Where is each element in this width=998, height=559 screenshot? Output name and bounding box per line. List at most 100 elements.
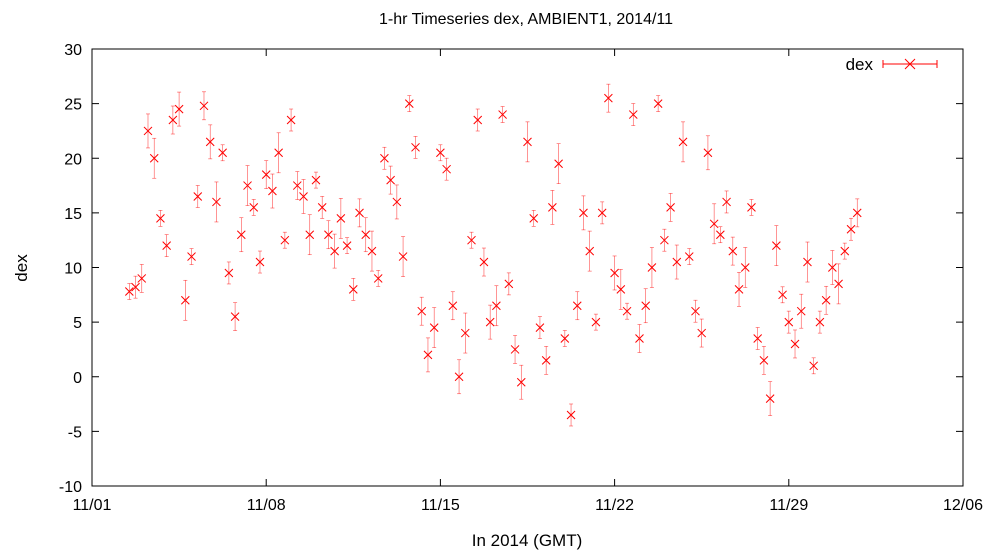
data-point (504, 272, 514, 296)
x-axis: 11/01 11/08 11/15 11/22 11/29 12/06 (73, 49, 983, 514)
x-tick-label: 11/29 (769, 497, 808, 514)
data-point (193, 185, 203, 208)
data-point (560, 330, 570, 347)
data-point (772, 225, 781, 266)
data-point (305, 214, 315, 256)
data-point (784, 310, 794, 334)
data-point (703, 135, 713, 171)
data-point (255, 250, 265, 274)
data-point (529, 210, 539, 227)
data-point (162, 234, 172, 257)
data-point (336, 198, 346, 239)
data-point (541, 346, 551, 375)
data-point (765, 381, 775, 416)
data-point (628, 103, 638, 126)
x-tick-label: 11/22 (595, 497, 634, 514)
data-point (759, 346, 769, 375)
data-point (734, 272, 744, 307)
data-point (498, 106, 507, 123)
data-point (280, 231, 290, 249)
y-tick-label: 30 (64, 42, 82, 59)
data-point (454, 359, 464, 395)
data-point (417, 296, 427, 326)
data-point (635, 324, 644, 353)
data-point (236, 217, 246, 253)
data-point (361, 217, 371, 253)
data-point (827, 250, 837, 285)
data-point (286, 108, 296, 132)
data-point (243, 165, 252, 206)
series-dex (124, 83, 862, 427)
data-point (740, 247, 750, 288)
data-point (678, 121, 688, 163)
y-tick-label: -10 (59, 479, 82, 496)
data-point (205, 124, 215, 160)
y-tick-label: 20 (64, 151, 82, 168)
data-point (274, 132, 283, 174)
data-point (429, 307, 439, 348)
x-axis-title: In 2014 (GMT) (472, 531, 583, 550)
data-point (660, 228, 669, 252)
y-axis-title: dex (12, 254, 31, 282)
y-tick-label: 0 (73, 370, 82, 387)
x-tick-label: 11/08 (247, 497, 286, 514)
data-point (156, 210, 165, 227)
data-point (367, 230, 377, 272)
data-point (317, 196, 327, 219)
data-point (392, 184, 402, 220)
data-point (137, 264, 147, 293)
data-point (653, 95, 663, 112)
data-point (348, 278, 358, 301)
data-point (796, 293, 806, 329)
data-point (778, 286, 787, 304)
data-point (143, 113, 153, 149)
data-point (803, 241, 812, 283)
data-point (554, 143, 563, 185)
legend-marker-dex (882, 58, 938, 70)
data-point (492, 285, 501, 327)
y-axis: -10 -5 0 5 10 15 20 25 30 (59, 42, 963, 496)
x-tick-label: 11/15 (421, 497, 460, 514)
data-point (616, 269, 626, 310)
data-point (423, 337, 433, 373)
data-point (572, 291, 582, 321)
data-point (180, 279, 190, 321)
data-point (404, 95, 414, 112)
data-point (261, 160, 271, 189)
data-point (311, 171, 321, 189)
data-point (815, 310, 825, 334)
x-tick-label: 12/06 (943, 497, 983, 514)
data-point (790, 329, 800, 359)
data-point (467, 231, 476, 249)
data-point (684, 248, 694, 265)
data-point (199, 91, 209, 121)
data-point (747, 199, 756, 216)
data-point (709, 203, 719, 245)
data-point (591, 313, 601, 331)
x-tick-label: 11/01 (73, 497, 112, 514)
data-point (187, 248, 196, 265)
data-point (840, 242, 850, 260)
data-point (697, 318, 707, 348)
data-point (566, 403, 576, 427)
data-point (380, 146, 389, 170)
data-point (846, 217, 856, 241)
data-point (691, 299, 700, 323)
data-point (373, 270, 383, 287)
data-point (299, 179, 308, 214)
y-tick-label: 25 (64, 97, 82, 114)
data-point (821, 285, 831, 315)
data-point (224, 261, 234, 285)
data-point (548, 190, 557, 225)
data-point (249, 199, 259, 216)
data-point (753, 327, 763, 350)
data-point (149, 137, 159, 179)
chart-title: 1-hr Timeseries dex, AMBIENT1, 2014/11 (379, 11, 673, 28)
data-point (523, 121, 532, 163)
data-point (473, 108, 483, 132)
y-tick-label: 5 (73, 315, 82, 332)
data-point (398, 236, 408, 277)
data-point (292, 171, 302, 200)
data-point (535, 316, 545, 339)
